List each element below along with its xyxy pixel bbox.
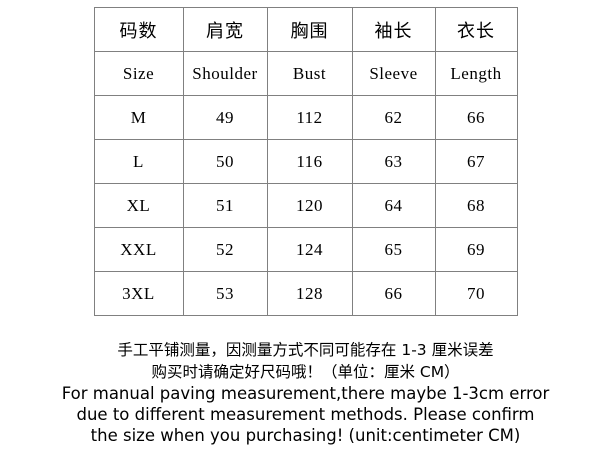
cell-bust: 116 <box>266 139 353 184</box>
cell-sleeve: 63 <box>351 139 436 184</box>
table-row-xl: XL 51 120 64 68 <box>93 183 518 228</box>
header-bust-en: Bust <box>266 51 353 96</box>
table-row-xxl: XXL 52 124 65 69 <box>93 227 518 272</box>
cell-sleeve: 66 <box>351 271 436 316</box>
cell-shoulder: 51 <box>182 183 268 228</box>
cell-size: 3XL <box>93 271 184 316</box>
note-zh-line1: 手工平铺测量，因测量方式不同可能存在 1-3 厘米误差 <box>117 341 494 359</box>
cell-size: M <box>93 95 184 140</box>
cell-sleeve: 65 <box>351 227 436 272</box>
cell-size: L <box>93 139 184 184</box>
note-en-line2: due to different measurement methods. Pl… <box>76 405 535 424</box>
measurement-notes: 手工平铺测量，因测量方式不同可能存在 1-3 厘米误差 购买时请确定好尺码哦！（… <box>0 339 611 446</box>
cell-length: 70 <box>434 271 518 316</box>
cell-size: XXL <box>93 227 184 272</box>
header-length-zh: 衣长 <box>434 7 518 52</box>
cell-length: 66 <box>434 95 518 140</box>
header-size-zh: 码数 <box>93 7 184 52</box>
cell-bust: 112 <box>266 95 353 140</box>
cell-shoulder: 49 <box>182 95 268 140</box>
header-row-zh: 码数 肩宽 胸围 袖长 衣长 <box>93 7 518 52</box>
table-row-3xl: 3XL 53 128 66 70 <box>93 271 518 316</box>
header-shoulder-zh: 肩宽 <box>182 7 268 52</box>
cell-bust: 124 <box>266 227 353 272</box>
note-zh-line2: 购买时请确定好尺码哦！（单位：厘米 CM） <box>151 363 460 381</box>
cell-bust: 128 <box>266 271 353 316</box>
header-length-en: Length <box>434 51 518 96</box>
header-sleeve-en: Sleeve <box>351 51 436 96</box>
cell-length: 69 <box>434 227 518 272</box>
header-sleeve-zh: 袖长 <box>351 7 436 52</box>
note-en-line3: the size when you purchasing! (unit:cent… <box>90 426 521 445</box>
cell-sleeve: 62 <box>351 95 436 140</box>
cell-length: 68 <box>434 183 518 228</box>
table-row-l: L 50 116 63 67 <box>93 139 518 184</box>
table-row-m: M 49 112 62 66 <box>93 95 518 140</box>
header-bust-zh: 胸围 <box>266 7 353 52</box>
note-en-line1: For manual paving measurement,there mayb… <box>61 384 550 403</box>
header-shoulder-en: Shoulder <box>182 51 268 96</box>
cell-size: XL <box>93 183 184 228</box>
header-row-en: Size Shoulder Bust Sleeve Length <box>93 51 518 96</box>
cell-shoulder: 50 <box>182 139 268 184</box>
cell-shoulder: 52 <box>182 227 268 272</box>
size-chart-table: 码数 肩宽 胸围 袖长 衣长 Size Shoulder Bust Sleeve… <box>93 7 518 316</box>
cell-bust: 120 <box>266 183 353 228</box>
cell-shoulder: 53 <box>182 271 268 316</box>
cell-length: 67 <box>434 139 518 184</box>
header-size-en: Size <box>93 51 184 96</box>
cell-sleeve: 64 <box>351 183 436 228</box>
